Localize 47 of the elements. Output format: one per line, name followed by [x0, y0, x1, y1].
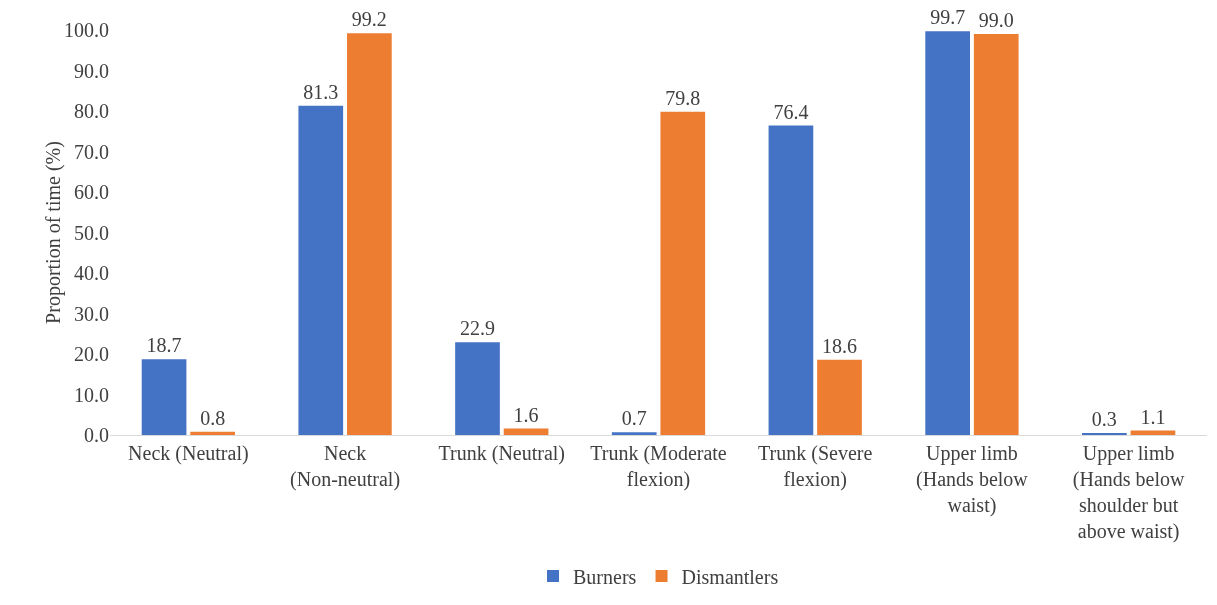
bar [768, 125, 814, 435]
data-label: 99.2 [351, 8, 387, 31]
bar [611, 432, 657, 435]
data-label: 18.7 [146, 334, 182, 357]
y-tick-label: 100.0 [64, 19, 109, 41]
bar [925, 31, 970, 435]
y-tick-label: 10.0 [74, 383, 109, 406]
bar [660, 111, 706, 435]
y-tick-label: 50.0 [74, 221, 109, 244]
x-tick-label: Trunk (Severe flexion) [758, 442, 873, 491]
bar [190, 431, 235, 435]
y-tick-label: 90.0 [74, 59, 109, 82]
bar [298, 105, 344, 435]
y-tick-label: 30.0 [74, 302, 109, 325]
x-tick-label: Trunk (Moderate flexion) [590, 442, 727, 491]
data-label: 76.4 [773, 100, 809, 123]
data-label: 0.3 [1091, 408, 1117, 430]
data-label: 18.6 [822, 334, 858, 357]
x-tick-label: Upper limb (Hands below shoulder but above waist) [1072, 442, 1186, 543]
data-label: 1.1 [1140, 405, 1166, 428]
bar [503, 428, 549, 435]
bar [141, 359, 187, 435]
data-label: 81.3 [303, 80, 339, 103]
data-label: 0.8 [200, 406, 226, 429]
bar [455, 342, 500, 435]
data-label: 1.6 [513, 403, 539, 426]
y-tick-label: 70.0 [74, 140, 109, 163]
bar [973, 34, 1019, 435]
data-label: 22.9 [459, 317, 495, 340]
y-tick-label: 0.0 [84, 424, 109, 446]
legend-label: Burners [573, 565, 637, 588]
x-tick-label: Trunk (Neutral) [438, 442, 566, 465]
x-tick-label: Upper limb (Hands below waist) [916, 442, 1029, 517]
x-tick-label: Neck (Non-neutral) [290, 442, 401, 491]
data-label: 99.0 [978, 9, 1014, 32]
data-label: 0.7 [621, 407, 647, 430]
x-tick-label: Neck (Neutral) [128, 442, 249, 465]
legend-label: Dismantlers [681, 565, 779, 588]
y-axis-title: Proportion of time (%) [42, 141, 65, 324]
y-tick-label: 80.0 [74, 100, 109, 122]
data-label: 99.7 [930, 6, 966, 29]
bar [817, 359, 862, 435]
y-tick-label: 40.0 [74, 262, 109, 284]
y-tick-label: 60.0 [74, 181, 109, 203]
data-label: 79.8 [665, 86, 701, 109]
bar [347, 33, 392, 435]
y-tick-label: 20.0 [74, 343, 109, 365]
